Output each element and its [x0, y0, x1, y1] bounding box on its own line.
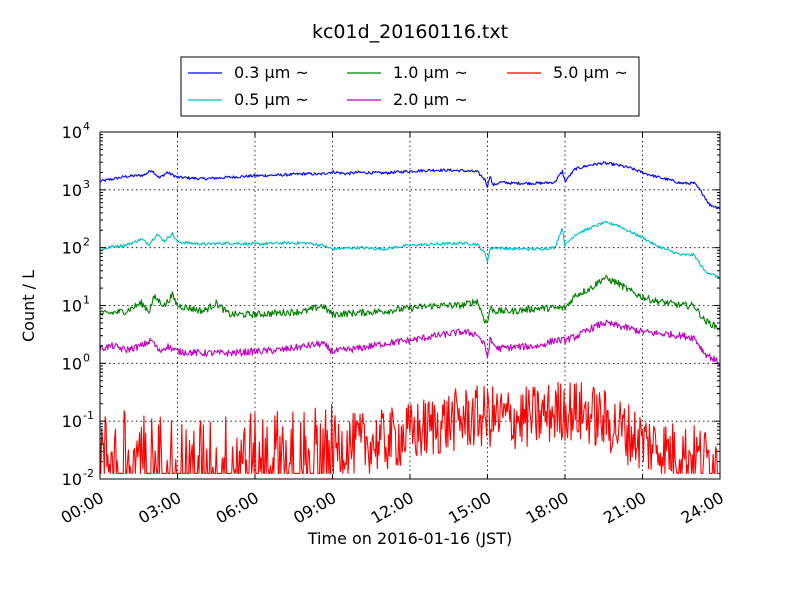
y-tick-label: 10 [62, 412, 82, 431]
y-tick-exponent: -1 [83, 409, 94, 422]
legend-label: 0.5 μm ~ [234, 90, 309, 109]
y-tick-label: 10 [62, 354, 82, 373]
series-line [99, 274, 721, 331]
y-tick-exponent: 4 [83, 120, 90, 133]
y-tick-exponent: -2 [83, 467, 94, 480]
series-line [99, 319, 721, 367]
legend-label: 5.0 μm ~ [553, 63, 628, 82]
legend-label: 2.0 μm ~ [393, 90, 468, 109]
y-tick-label: 10 [62, 123, 82, 142]
series-layer [99, 161, 721, 474]
legend-box [180, 56, 640, 117]
legend: 0.3 μm ~ 0.5 μm ~ 1.0 μm ~ 2.0 μm ~ 5.0 μm ~ [180, 56, 640, 117]
series-line [99, 381, 720, 474]
legend-label: 0.3 μm ~ [234, 63, 309, 82]
y-tick-label: 10 [62, 181, 82, 200]
y-tick-exponent: 1 [83, 294, 90, 307]
series-line [99, 220, 721, 280]
y-tick-exponent: 0 [83, 351, 90, 364]
y-tick-label: 10 [62, 297, 82, 316]
x-axis-label: Time on 2016-01-16 (JST) [307, 529, 512, 548]
y-tick-label: 10 [62, 239, 82, 258]
legend-label: 1.0 μm ~ [393, 63, 468, 82]
y-tick-label: 10 [62, 470, 82, 489]
y-tick-exponent: 2 [83, 236, 90, 249]
y-tick-exponent: 3 [83, 178, 90, 191]
y-axis-label: Count / L [19, 270, 38, 342]
series-line [99, 161, 721, 210]
chart-title: kc01d_20160116.txt [312, 21, 508, 43]
